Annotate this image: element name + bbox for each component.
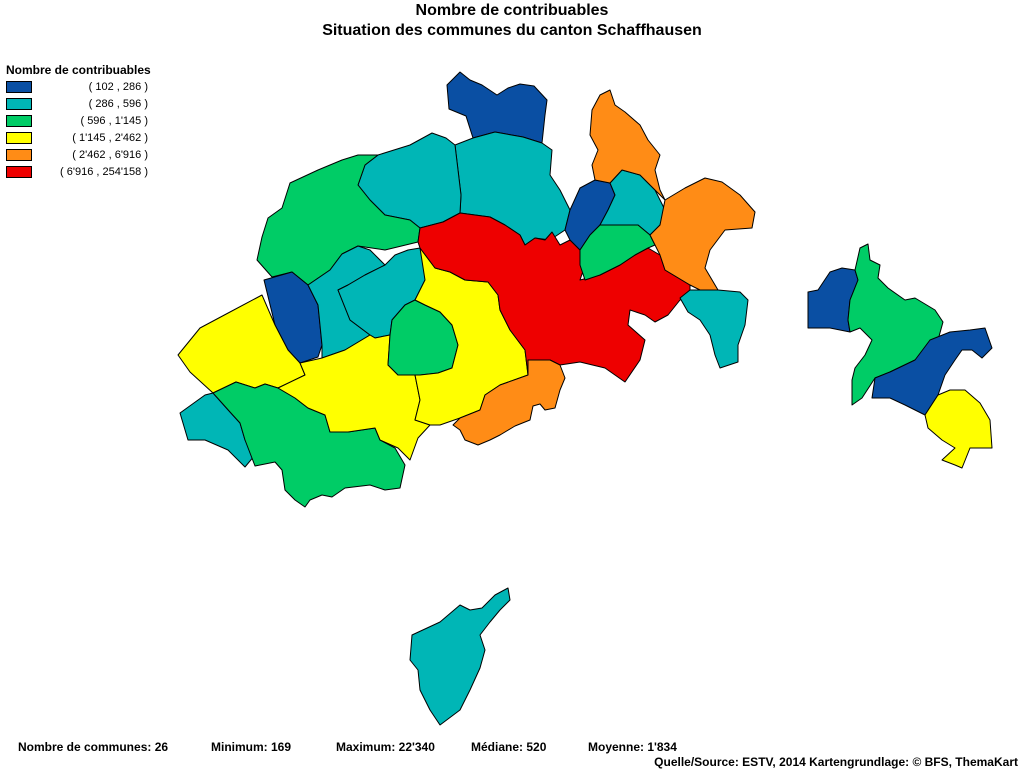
stat-median: Médiane: 520 (471, 740, 547, 754)
legend-item: ( 1'145 , 2'462 ) (6, 129, 151, 146)
legend-item: ( 102 , 286 ) (6, 78, 151, 95)
legend-label: ( 286 , 596 ) (88, 98, 148, 110)
legend-swatch (6, 149, 32, 161)
legend-swatch (6, 132, 32, 144)
map-title: Nombre de contribuables (415, 2, 609, 19)
commune-region[interactable] (446, 71, 548, 144)
stat-maximum: Maximum: 22'340 (336, 740, 435, 754)
source-note: Quelle/Source: ESTV, 2014 Kartengrundlag… (654, 755, 1018, 769)
legend-swatch (6, 166, 32, 178)
legend-swatch (6, 115, 32, 127)
legend-item: ( 596 , 1'145 ) (6, 112, 151, 129)
commune-region[interactable] (679, 289, 749, 369)
commune-region[interactable] (871, 327, 993, 416)
stat-mean: Moyenne: 1'834 (588, 740, 677, 754)
legend-item: ( 286 , 596 ) (6, 95, 151, 112)
commune-region[interactable] (452, 359, 566, 446)
commune-region[interactable] (417, 212, 691, 383)
stat-minimum: Minimum: 169 (211, 740, 292, 754)
legend-title: Nombre de contribuables (6, 63, 151, 77)
legend: Nombre de contribuables ( 102 , 286 ) ( … (6, 62, 151, 180)
map-subtitle: Situation des communes du canton Schaffh… (322, 22, 702, 39)
legend-label: ( 596 , 1'145 ) (80, 115, 148, 127)
legend-label: ( 102 , 286 ) (88, 81, 148, 93)
commune-region[interactable] (256, 154, 421, 286)
stat-count: Nombre de communes: 26 (18, 740, 169, 754)
commune-region[interactable] (924, 389, 993, 469)
commune-region[interactable] (277, 334, 431, 461)
legend-swatch (6, 81, 32, 93)
legend-item: ( 2'462 , 6'916 ) (6, 146, 151, 163)
commune-region[interactable] (649, 177, 756, 291)
commune-region[interactable] (579, 224, 656, 281)
legend-label: ( 1'145 , 2'462 ) (72, 132, 148, 144)
legend-item: ( 6'916 , 254'158 ) (6, 163, 151, 180)
commune-region[interactable] (589, 89, 666, 201)
legend-swatch (6, 98, 32, 110)
legend-label: ( 2'462 , 6'916 ) (72, 149, 148, 161)
commune-region[interactable] (409, 587, 511, 726)
legend-label: ( 6'916 , 254'158 ) (60, 166, 148, 178)
